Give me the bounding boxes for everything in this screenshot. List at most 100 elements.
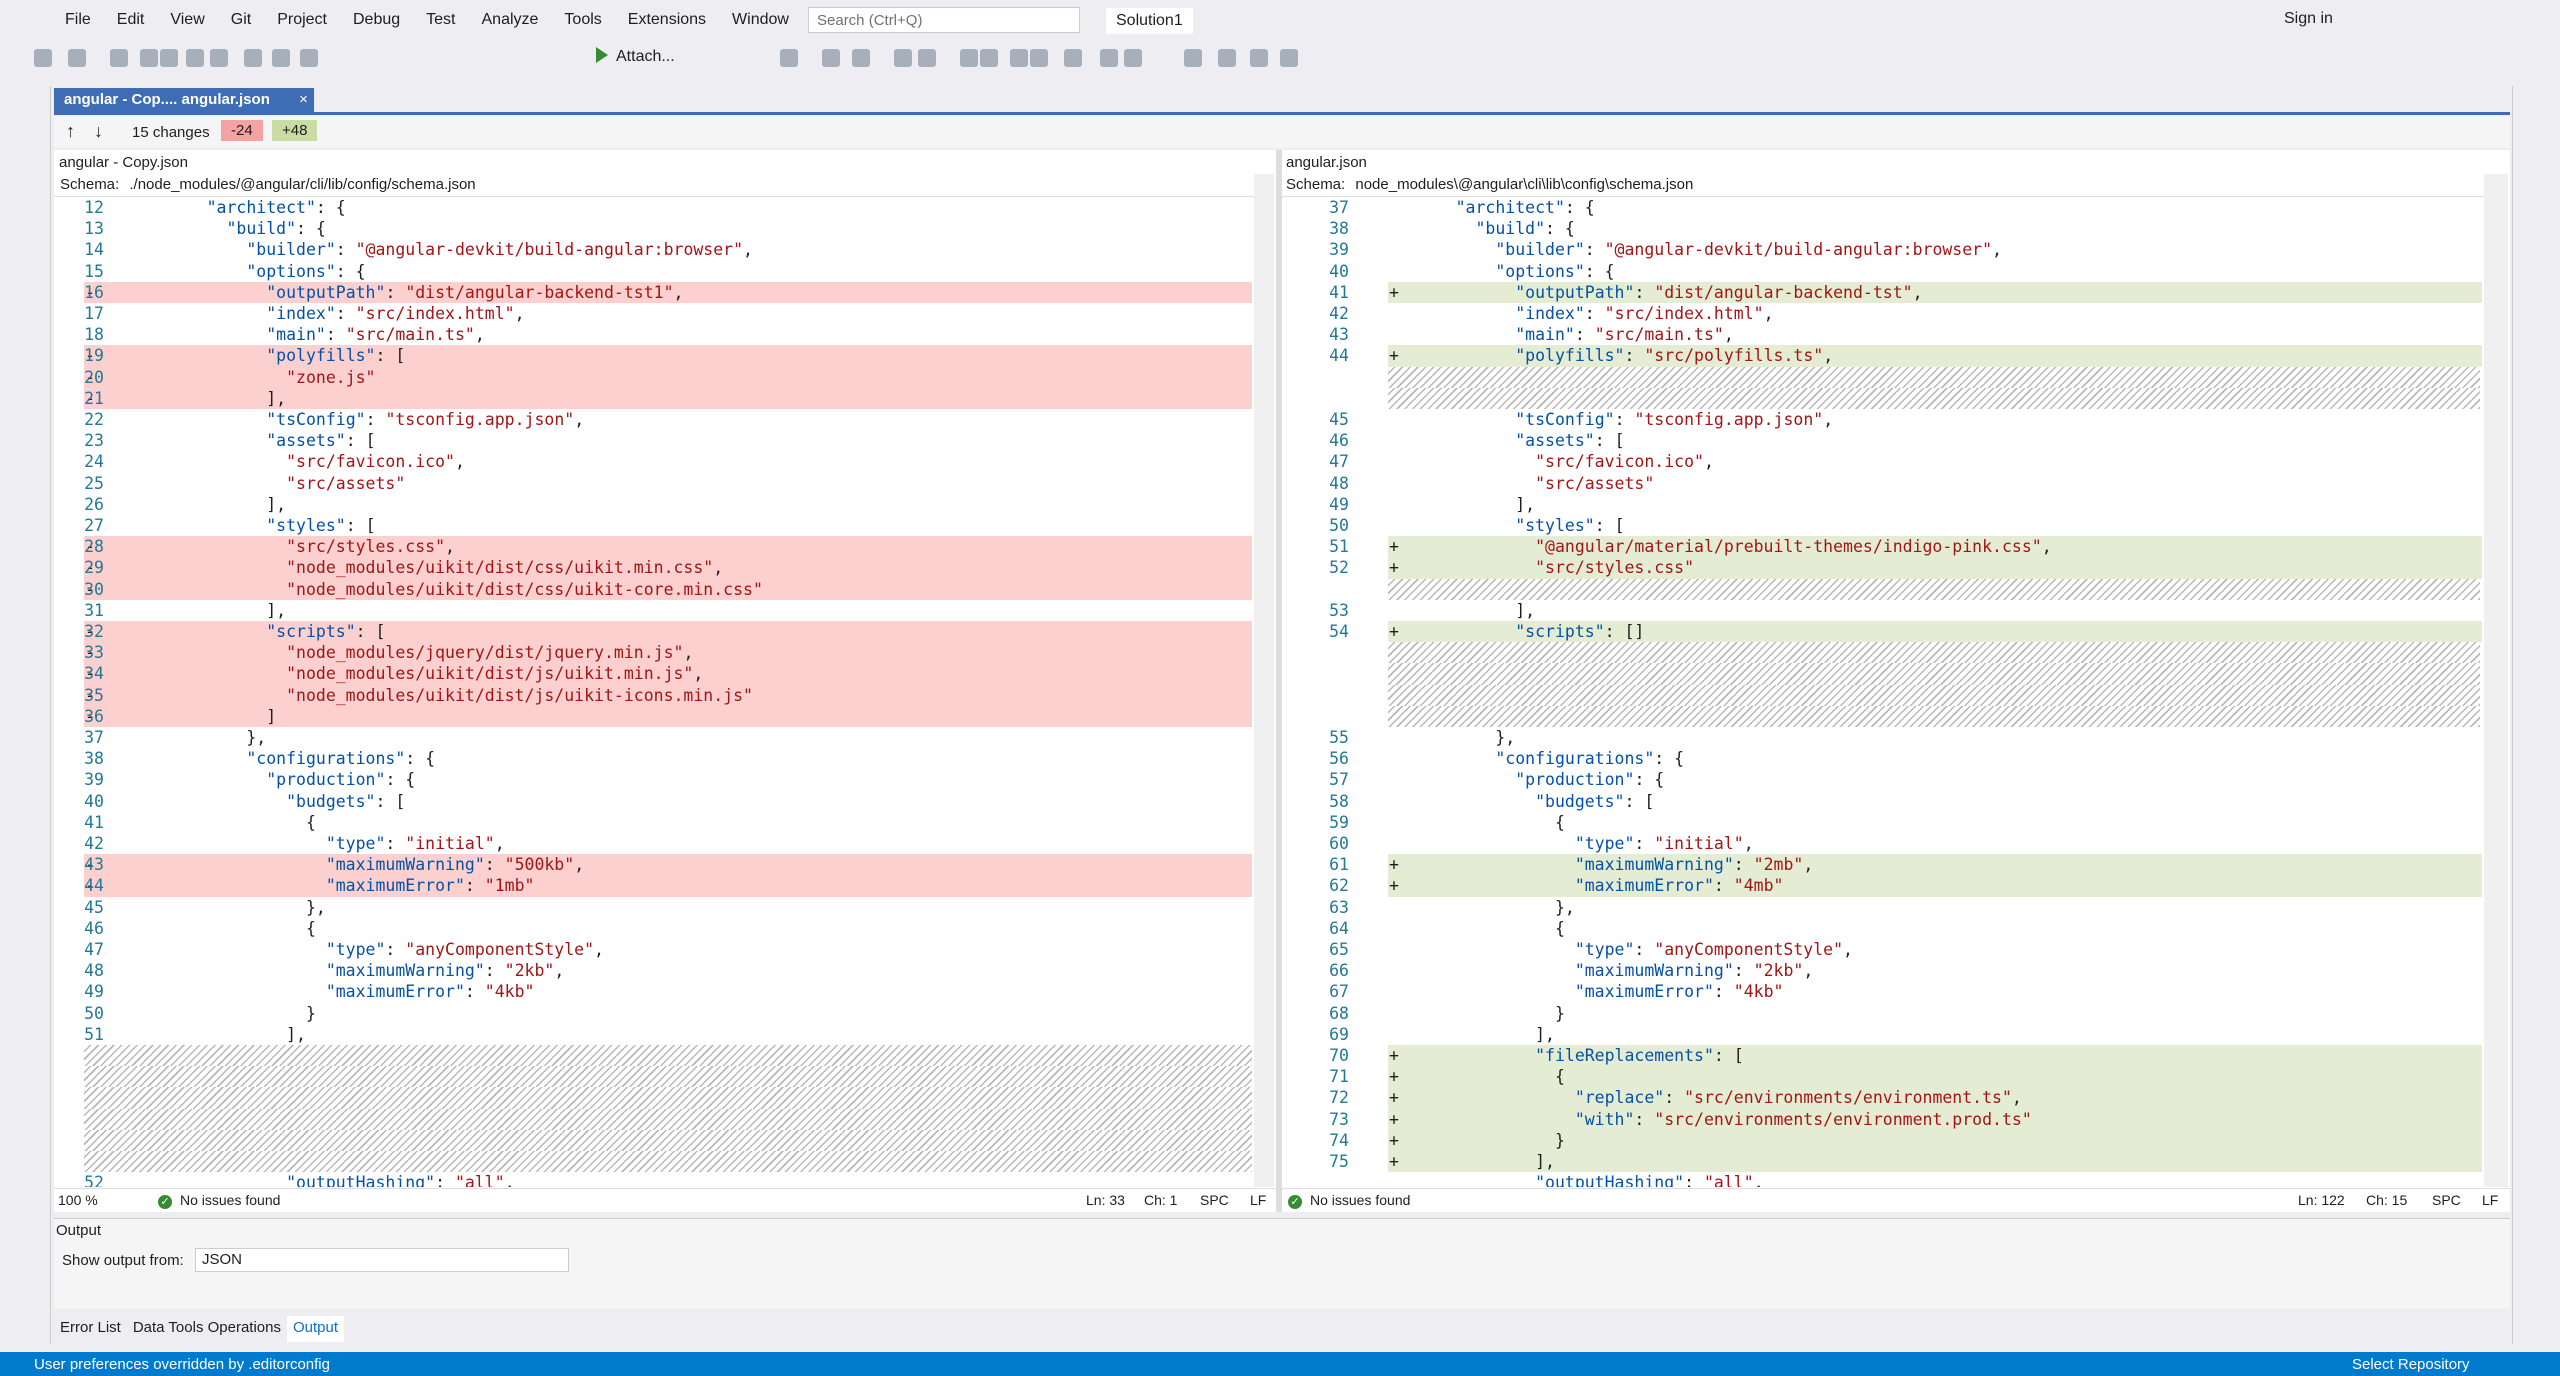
line-number: 17 bbox=[84, 304, 104, 323]
code-punct: : bbox=[385, 834, 406, 853]
toolbar-icon[interactable] bbox=[1184, 49, 1202, 67]
line-number: 13 bbox=[84, 219, 104, 239]
code-row: 13 "build": { bbox=[54, 218, 1252, 239]
schema-path[interactable]: node_modules\@angular\cli\lib\config\sch… bbox=[1355, 176, 1694, 193]
left-scrollbar[interactable] bbox=[1254, 174, 1274, 1187]
next-change[interactable]: ↓ bbox=[94, 121, 103, 141]
menu-item[interactable]: View bbox=[170, 11, 205, 28]
code-punct: , bbox=[743, 240, 753, 260]
json-key: "outputHashing" bbox=[286, 1173, 436, 1187]
toolbar-icon[interactable] bbox=[1064, 49, 1082, 67]
menu-item[interactable]: Analyze bbox=[481, 11, 539, 28]
bottom-tab[interactable]: Data Tools Operations bbox=[132, 1319, 281, 1336]
code-punct bbox=[147, 770, 266, 789]
solution-name: Solution1 bbox=[1106, 8, 1193, 34]
menu-item[interactable]: Project bbox=[277, 11, 327, 28]
output-source[interactable]: JSON bbox=[195, 1248, 569, 1272]
code-punct: : bbox=[1614, 410, 1635, 429]
search-box[interactable]: Search (Ctrl+Q) bbox=[808, 7, 1080, 33]
menu-item[interactable]: Tools bbox=[564, 11, 602, 28]
code-text: ], bbox=[147, 600, 286, 621]
toolbar-icon[interactable] bbox=[980, 49, 998, 67]
menu-item[interactable]: File bbox=[65, 11, 91, 28]
menu-item[interactable]: Window bbox=[732, 11, 789, 28]
toolbar-icon[interactable] bbox=[140, 49, 158, 67]
splitter[interactable] bbox=[1276, 150, 1282, 1212]
toolbar-icon[interactable] bbox=[1124, 49, 1142, 67]
line-number: 61 bbox=[1329, 855, 1349, 875]
change-marker: - bbox=[85, 622, 95, 641]
toolbar-icon[interactable] bbox=[272, 49, 290, 67]
toolbar-icon[interactable] bbox=[1218, 49, 1236, 67]
toolbar-icon[interactable] bbox=[894, 49, 912, 67]
toolbar-icon[interactable] bbox=[68, 49, 86, 67]
toolbar-icon[interactable] bbox=[960, 49, 978, 67]
code-row: 59 { bbox=[1282, 812, 2482, 833]
code-punct: ], bbox=[147, 494, 287, 514]
json-key: "with" bbox=[1574, 1109, 1635, 1129]
toolbar-icon[interactable] bbox=[822, 49, 840, 67]
code-punct bbox=[147, 643, 286, 662]
toolbar-icon[interactable] bbox=[1030, 49, 1048, 67]
toolbar-icon[interactable] bbox=[110, 49, 128, 67]
prev-change[interactable]: ↑ bbox=[66, 121, 75, 141]
bottom-tab[interactable]: Output bbox=[286, 1316, 345, 1342]
code-punct: : bbox=[1634, 282, 1655, 302]
code-punct: : bbox=[435, 1173, 455, 1187]
line-number: 43 bbox=[1329, 325, 1349, 345]
code-punct bbox=[147, 198, 207, 217]
document-tab[interactable]: angular - Cop.... angular.json bbox=[54, 88, 314, 112]
menu-item[interactable]: Git bbox=[230, 11, 252, 28]
code-row: 42 "type": "initial", bbox=[54, 833, 1252, 854]
toolbar-icon[interactable] bbox=[852, 49, 870, 67]
right-code[interactable]: 37 "architect": {38 "build": {39 "builde… bbox=[1282, 197, 2482, 1187]
line-number: 45 bbox=[84, 897, 104, 917]
code-punct bbox=[147, 876, 326, 895]
json-key: "replace" bbox=[1574, 1088, 1665, 1108]
menu-item[interactable]: Extensions bbox=[627, 11, 707, 28]
json-key: "production" bbox=[266, 770, 386, 790]
toolbar-icon[interactable] bbox=[1250, 49, 1268, 67]
code-text: "tsConfig": "tsconfig.app.json", bbox=[147, 409, 584, 430]
zoom[interactable]: 100 % bbox=[58, 1192, 98, 1208]
left-code[interactable]: 12 "architect": {13 "build": {14 "builde… bbox=[54, 197, 1252, 1187]
bottom-tab[interactable]: Error List bbox=[60, 1319, 121, 1336]
code-punct: : bbox=[464, 876, 485, 896]
toolbar-icon[interactable] bbox=[1100, 49, 1118, 67]
json-string: "src/main.ts" bbox=[1594, 325, 1724, 345]
code-punct bbox=[1396, 325, 1515, 344]
toolbar-icon[interactable] bbox=[210, 49, 228, 67]
toolbar-icon[interactable] bbox=[160, 49, 178, 67]
attach-button[interactable]: Attach... bbox=[596, 47, 675, 66]
select-repository[interactable]: Select Repository bbox=[2352, 1356, 2470, 1373]
menu-item[interactable]: Test bbox=[426, 11, 456, 28]
code-row: +72 "replace": "src/environments/environ… bbox=[1282, 1087, 2482, 1109]
change-bg bbox=[84, 621, 1252, 643]
toolbar-icon[interactable] bbox=[1010, 49, 1028, 67]
toolbar-icon[interactable] bbox=[34, 49, 52, 67]
json-string: "initial" bbox=[405, 834, 495, 853]
json-key: "styles" bbox=[266, 516, 346, 535]
code-punct bbox=[147, 431, 266, 450]
line-number: 65 bbox=[1329, 940, 1349, 959]
menu-item[interactable]: Edit bbox=[116, 11, 145, 28]
toolbar-icon[interactable] bbox=[186, 49, 204, 67]
menu-item[interactable]: Debug bbox=[353, 11, 401, 28]
output-source-label: Show output from: bbox=[62, 1252, 184, 1269]
toolbar-icon[interactable] bbox=[780, 49, 798, 67]
toolbar-icon[interactable] bbox=[918, 49, 936, 67]
json-string: "4kb" bbox=[484, 982, 535, 1002]
code-punct: : bbox=[365, 410, 386, 429]
code-punct: : [ bbox=[345, 431, 376, 451]
toolbar-icon[interactable] bbox=[300, 49, 318, 67]
schema-path[interactable]: ./node_modules/@angular/cli/lib/config/s… bbox=[129, 176, 476, 193]
line-number: 72 bbox=[1329, 1088, 1349, 1108]
line-number: 39 bbox=[1329, 240, 1349, 260]
toolbar-icon[interactable] bbox=[1280, 49, 1298, 67]
toolbar-icon[interactable] bbox=[244, 49, 262, 67]
right-scrollbar[interactable] bbox=[2484, 174, 2508, 1187]
change-marker: + bbox=[1389, 1152, 1399, 1171]
code-row: +75 ], bbox=[1282, 1151, 2482, 1173]
json-string: "src/styles.css" bbox=[286, 537, 446, 557]
sign-in[interactable]: Sign in bbox=[2284, 10, 2333, 27]
